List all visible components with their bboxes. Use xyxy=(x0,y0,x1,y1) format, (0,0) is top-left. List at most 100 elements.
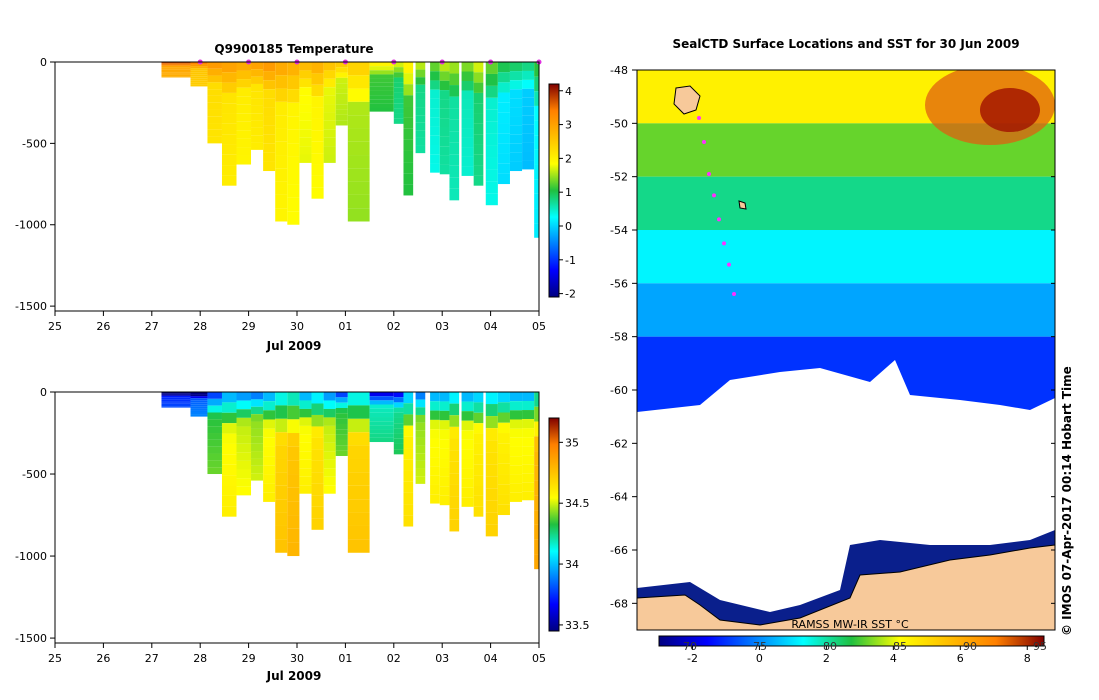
profile-cell xyxy=(347,208,370,222)
profile-cell xyxy=(461,109,474,119)
profile-cell xyxy=(369,86,394,91)
y-tick-label: -1000 xyxy=(15,550,47,563)
profile-cell xyxy=(485,145,498,158)
profile-cell xyxy=(323,95,336,105)
profile-cell xyxy=(251,127,264,136)
profile-cell xyxy=(534,392,539,407)
profile-cell xyxy=(461,487,474,498)
profile-cell xyxy=(415,62,426,70)
profile-cell xyxy=(449,85,460,97)
profile-cell xyxy=(449,484,460,497)
profile-cell xyxy=(347,432,370,446)
profile-cell xyxy=(263,62,276,72)
profile-cell xyxy=(497,72,510,83)
profile-cell xyxy=(263,392,276,402)
profile-cell xyxy=(485,416,498,429)
profile-cell xyxy=(522,97,535,107)
profile-cell xyxy=(299,408,312,418)
profile-cell xyxy=(497,123,510,134)
profile-cell xyxy=(299,62,312,71)
profile-cell xyxy=(522,446,535,456)
profile-cell xyxy=(323,62,336,71)
profile-cell xyxy=(161,69,191,72)
x-tick-label: 01 xyxy=(338,652,352,665)
profile-cell xyxy=(161,392,191,394)
y-tick-label: -1000 xyxy=(15,219,47,232)
profile-cell xyxy=(323,417,336,426)
profile-cell xyxy=(287,75,300,90)
profile-cell xyxy=(403,128,414,140)
profile-cell xyxy=(287,143,300,157)
profile-cell xyxy=(275,458,288,473)
profile-cell xyxy=(439,410,450,421)
profile-cell xyxy=(369,408,394,413)
profile-cell xyxy=(461,420,474,431)
profile-cell xyxy=(393,433,404,439)
profile-cell xyxy=(485,193,498,206)
profile-cell xyxy=(461,147,474,157)
profile-cell xyxy=(251,443,264,452)
profile-cell xyxy=(299,442,312,452)
profile-cell xyxy=(190,84,208,87)
profile-cell xyxy=(522,106,535,116)
profile-cell xyxy=(263,419,276,429)
profile-cell xyxy=(299,434,312,443)
profile-cell xyxy=(497,412,510,423)
profile-cell xyxy=(207,129,222,137)
profile-cell xyxy=(221,103,237,114)
profile-cell xyxy=(449,119,460,132)
profile-cell xyxy=(190,404,208,407)
profile-cell xyxy=(473,443,484,455)
profile-cell xyxy=(207,453,222,461)
profile-cell xyxy=(161,71,191,73)
profile-cell xyxy=(275,101,288,116)
profile-cell xyxy=(369,78,394,83)
profile-cell xyxy=(415,92,426,100)
profile-cell xyxy=(534,421,539,437)
profile-cell xyxy=(251,62,264,70)
profile-cell xyxy=(161,76,191,78)
profile-cell xyxy=(275,405,288,419)
profile-cell xyxy=(393,98,404,104)
profile-cell xyxy=(449,496,460,509)
profile-cell xyxy=(347,445,370,459)
profile-cell xyxy=(221,92,237,104)
profile-cell xyxy=(393,108,404,114)
profile-cell xyxy=(221,433,237,444)
profile-cell xyxy=(221,123,237,135)
profile-cell xyxy=(275,485,288,500)
lat-tick-label: -48 xyxy=(610,64,628,77)
profile-cell xyxy=(430,62,440,72)
profile-cell xyxy=(497,463,510,475)
profile-cell xyxy=(473,134,484,145)
profile-cell xyxy=(190,406,208,409)
profile-cell xyxy=(207,439,222,447)
profile-cell xyxy=(221,443,237,455)
profile-cell xyxy=(323,434,336,443)
profile-cell xyxy=(430,447,440,458)
profile-cell xyxy=(347,405,370,419)
profile-cell xyxy=(534,510,539,525)
profile-cell xyxy=(263,483,276,493)
temperature-profiles xyxy=(161,62,539,238)
profile-cell xyxy=(207,419,222,427)
profile-cell xyxy=(393,438,404,444)
profile-cell xyxy=(449,426,460,439)
warm-core-eddy-center xyxy=(980,88,1040,132)
profile-cell xyxy=(522,160,535,170)
profile-cell xyxy=(335,418,348,424)
profile-cell xyxy=(534,451,539,466)
profile-cell xyxy=(335,445,348,451)
profile-cell xyxy=(311,460,324,473)
x-tick-label: 05 xyxy=(532,320,546,333)
profile-cell xyxy=(403,425,414,437)
profile-cell xyxy=(323,154,336,163)
profile-cell xyxy=(439,429,450,440)
sst-band xyxy=(637,230,1055,284)
profile-cell xyxy=(430,154,440,164)
profile-cell xyxy=(236,138,252,148)
profile-cell xyxy=(485,440,498,453)
profile-cell xyxy=(403,414,414,426)
x-tick-label: 04 xyxy=(484,320,498,333)
profile-cell xyxy=(221,412,237,424)
